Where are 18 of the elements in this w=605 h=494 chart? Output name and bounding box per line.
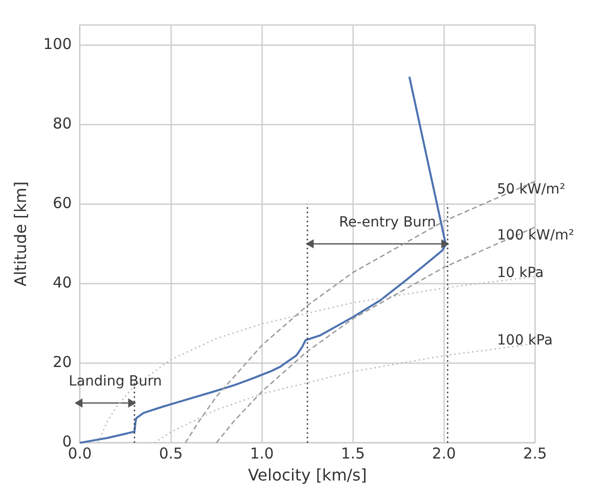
x-axis-title: Velocity [km/s]: [248, 466, 367, 485]
y-tick-label: 40: [52, 274, 72, 292]
y-tick-label: 20: [52, 353, 72, 372]
x-tick-label: 1.5: [341, 444, 365, 463]
y-tick-label: 100: [43, 34, 72, 53]
x-tick-label: 0.5: [158, 444, 183, 463]
y-tick-label: 60: [52, 194, 72, 212]
x-tick-label: 1.0: [250, 444, 274, 463]
x-tick-label: 2.0: [432, 444, 456, 463]
series-label: 100 kW/m²: [497, 228, 574, 244]
series-label: 10 kPa: [497, 264, 544, 281]
x-tick-label: 2.5: [523, 444, 547, 463]
y-axis-title: Altitude [km]: [10, 181, 30, 286]
series-label: Landing Burn: [68, 374, 162, 390]
series-label: 100 kPa: [497, 332, 553, 348]
series-label: 50 kW/m²: [497, 182, 566, 198]
series-label: Re-entry Burn: [338, 214, 436, 230]
y-tick-label: 80: [52, 114, 72, 132]
